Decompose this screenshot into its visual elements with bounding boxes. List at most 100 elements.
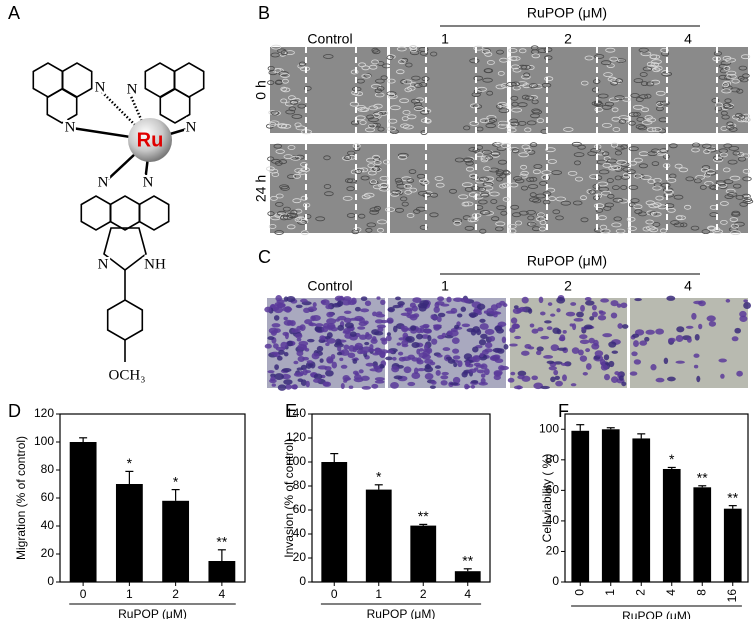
cell <box>369 64 378 70</box>
stained-cell <box>452 348 460 354</box>
stained-cell <box>326 318 337 325</box>
panel-label: C <box>258 247 271 267</box>
stained-cell <box>743 302 752 309</box>
stained-cell <box>497 321 507 327</box>
group-label: RuPOP (μM) <box>527 5 607 21</box>
cell <box>526 120 537 126</box>
cell <box>520 170 529 176</box>
stained-cell <box>374 377 385 381</box>
cell <box>269 120 280 126</box>
cell <box>635 124 646 130</box>
atom-label: N <box>95 79 106 95</box>
stained-cell <box>379 365 385 369</box>
stained-cell <box>437 312 446 318</box>
stained-cell <box>348 345 355 352</box>
atom-label: N <box>98 256 109 272</box>
cell <box>379 175 389 181</box>
cell <box>377 126 385 132</box>
stained-cell <box>276 355 283 361</box>
cell <box>418 178 429 184</box>
stained-cell <box>562 330 567 334</box>
y-tick-label: 80 <box>293 478 307 492</box>
cell <box>396 69 405 75</box>
stained-cell <box>598 310 604 314</box>
stained-cell <box>398 337 406 341</box>
y-tick-label: 100 <box>286 454 306 468</box>
cell <box>510 95 519 101</box>
cell <box>691 147 700 153</box>
stained-cell <box>554 375 560 380</box>
cell <box>463 157 473 163</box>
cell <box>589 189 596 195</box>
stained-cell <box>297 343 307 351</box>
stained-cell <box>433 324 441 331</box>
stained-cell <box>376 296 381 300</box>
cell <box>593 101 604 107</box>
cell <box>595 207 604 213</box>
x-tick-label: 0 <box>572 589 586 596</box>
stained-cell <box>277 303 286 308</box>
cell <box>531 99 539 105</box>
stained-cell <box>576 311 584 318</box>
stained-cell <box>286 340 293 347</box>
stained-cell <box>451 337 460 345</box>
cell <box>742 113 750 119</box>
x-tick-label: 2 <box>633 589 647 596</box>
row-label: 0 h <box>253 80 269 99</box>
stained-cell <box>655 328 664 335</box>
cell <box>396 183 407 189</box>
stained-cell <box>391 365 400 373</box>
cell <box>452 218 463 224</box>
cell <box>481 149 492 155</box>
cell <box>469 103 480 109</box>
stained-cell <box>297 356 305 362</box>
stained-cell <box>452 376 461 384</box>
stained-cell <box>492 347 503 353</box>
stained-cell <box>380 337 388 342</box>
stained-cell <box>319 358 324 363</box>
cell <box>616 159 627 165</box>
cell <box>644 93 652 99</box>
cell <box>603 72 613 77</box>
stained-cell <box>708 321 717 327</box>
cell <box>720 219 728 225</box>
stained-cell <box>416 327 423 334</box>
stained-cell <box>453 362 458 368</box>
cell <box>547 159 557 164</box>
cell <box>722 83 731 88</box>
significance-label: ** <box>216 534 227 550</box>
group-label: RuPOP (μM) <box>527 253 607 269</box>
cell <box>621 117 629 123</box>
y-tick-label: 60 <box>293 502 307 516</box>
cell <box>281 87 291 93</box>
stained-cell <box>565 311 576 317</box>
stained-cell <box>473 367 479 371</box>
cell <box>291 155 299 161</box>
cell <box>382 159 391 165</box>
cell <box>323 54 334 59</box>
cell <box>349 101 360 107</box>
cell <box>598 169 610 175</box>
stained-cell <box>430 380 437 385</box>
stained-cell <box>424 373 434 380</box>
cell <box>268 122 277 127</box>
cell <box>480 192 490 198</box>
cell <box>280 50 288 56</box>
cell <box>667 207 676 213</box>
cell <box>741 193 751 199</box>
cell <box>371 47 379 53</box>
cell <box>738 65 748 71</box>
stained-cell <box>326 358 334 364</box>
cell <box>510 64 520 70</box>
stained-cell <box>326 338 336 344</box>
cell <box>646 61 655 67</box>
stained-cell <box>580 304 585 312</box>
stained-cell <box>369 343 374 350</box>
cell <box>646 127 657 133</box>
cell <box>413 106 424 111</box>
cell <box>503 170 511 176</box>
cell <box>658 128 667 134</box>
cell <box>511 107 522 113</box>
stained-cell <box>493 311 502 315</box>
cell <box>369 207 380 213</box>
